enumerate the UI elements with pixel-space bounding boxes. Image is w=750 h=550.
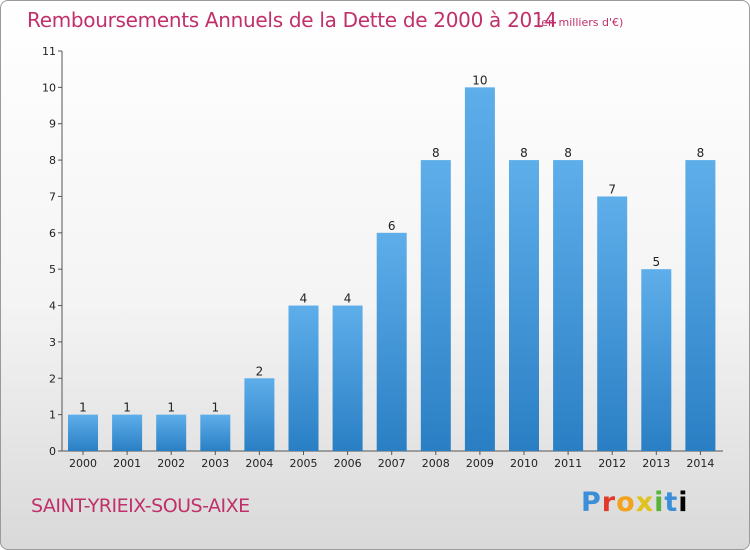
data-label-2011: 8 — [564, 146, 572, 160]
logo-letter: i — [654, 487, 665, 518]
bar-2002 — [156, 414, 187, 451]
y-tick-label: 6 — [49, 227, 56, 240]
y-tick-label: 4 — [49, 300, 56, 313]
x-tick-label-2006: 2006 — [334, 457, 362, 470]
data-label-2014: 8 — [697, 146, 705, 160]
data-label-2004: 2 — [256, 364, 264, 378]
data-label-2012: 7 — [608, 182, 616, 196]
logo-letter: r — [601, 487, 617, 518]
bar-2013 — [641, 269, 672, 451]
logo-letter: x — [635, 487, 655, 518]
bar-2009 — [464, 87, 495, 451]
data-label-2010: 8 — [520, 146, 528, 160]
logo-letter: t — [664, 487, 679, 518]
data-label-2005: 4 — [300, 292, 308, 306]
data-label-2013: 5 — [652, 255, 660, 269]
x-tick-label-2001: 2001 — [113, 457, 141, 470]
y-tick-label: 5 — [49, 263, 56, 276]
x-tick-label-2009: 2009 — [466, 457, 494, 470]
data-label-2003: 1 — [211, 401, 219, 415]
data-label-2001: 1 — [123, 401, 131, 415]
x-tick-label-2012: 2012 — [598, 457, 626, 470]
chart-title: Remboursements Annuels de la Dette de 20… — [27, 8, 557, 32]
bar-2011 — [553, 160, 584, 451]
x-tick-label-2004: 2004 — [245, 457, 273, 470]
bars — [68, 87, 716, 451]
logo-letter: P — [581, 487, 602, 518]
x-tick-label-2000: 2000 — [69, 457, 97, 470]
x-tick-label-2014: 2014 — [686, 457, 714, 470]
logo-letter: i — [678, 487, 689, 518]
x-tick-label-2007: 2007 — [378, 457, 406, 470]
data-labels: 1 1 1 1 2 4 4 6 8 10 8 8 7 5 8 — [79, 73, 704, 414]
bar-2014 — [685, 160, 716, 451]
commune-name: SAINT-YRIEIX-SOUS-AIXE — [31, 495, 250, 517]
bar-2012 — [597, 196, 628, 451]
data-label-2009: 10 — [472, 73, 487, 87]
data-label-2006: 4 — [344, 292, 352, 306]
bar-2007 — [376, 232, 407, 451]
y-tick-label: 7 — [49, 190, 56, 203]
bar-2010 — [509, 160, 539, 451]
data-label-2000: 1 — [79, 401, 87, 415]
y-tick-label: 0 — [49, 445, 56, 458]
y-tick-label: 3 — [49, 336, 56, 349]
x-tick-label-2013: 2013 — [642, 457, 670, 470]
logo-letter: o — [616, 487, 636, 518]
y-tick-label: 2 — [49, 372, 56, 385]
x-tick-label-2003: 2003 — [201, 457, 229, 470]
bar-2004 — [244, 378, 275, 451]
y-tick-label: 1 — [49, 409, 56, 422]
x-tick-label-2002: 2002 — [157, 457, 185, 470]
x-tick-label-2010: 2010 — [510, 457, 538, 470]
bar-2001 — [112, 414, 143, 451]
proxiti-logo: Proxiti — [581, 487, 689, 518]
bar-2003 — [200, 414, 231, 451]
bar-2000 — [68, 414, 98, 451]
data-label-2008: 8 — [432, 146, 440, 160]
x-tick-label-2005: 2005 — [290, 457, 318, 470]
y-tick-label: 11 — [42, 45, 56, 58]
bar-2005 — [288, 305, 319, 451]
data-label-2007: 6 — [388, 219, 396, 233]
bar-2006 — [332, 305, 363, 451]
unit-note: (en milliers d'€) — [537, 16, 624, 29]
data-label-2002: 1 — [167, 401, 175, 415]
y-tick-label: 10 — [42, 81, 56, 94]
y-tick-label: 9 — [49, 118, 56, 131]
y-tick-label: 8 — [49, 154, 56, 167]
x-tick-label-2011: 2011 — [554, 457, 582, 470]
bar-2008 — [420, 160, 451, 451]
x-tick-label-2008: 2008 — [422, 457, 450, 470]
